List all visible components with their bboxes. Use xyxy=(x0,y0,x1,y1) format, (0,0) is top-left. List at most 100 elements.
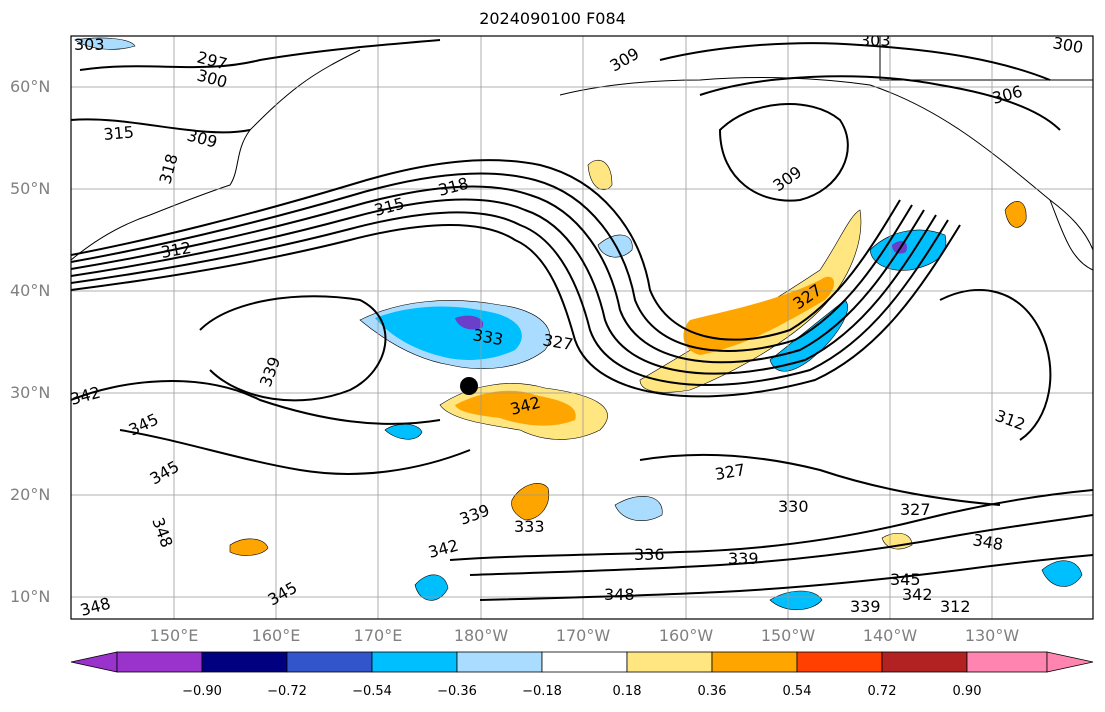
contour-label: 339 xyxy=(850,597,881,616)
shading-negative xyxy=(74,37,1083,611)
colorbar-max-arrow xyxy=(1046,651,1094,673)
colorbar-swatch xyxy=(456,651,543,673)
plot-frame xyxy=(70,35,1094,620)
lat-label: 10°N xyxy=(10,587,51,606)
shade-pos-center-core xyxy=(455,390,576,426)
lat-label: 20°N xyxy=(10,485,51,504)
contour-label: 330 xyxy=(778,497,809,516)
lat-label: 30°N xyxy=(10,383,51,402)
contour-s-342 xyxy=(71,380,441,425)
contour-label: 348 xyxy=(971,530,1004,554)
coast-bc xyxy=(1049,199,1093,271)
contour-label: 309 xyxy=(769,162,805,195)
shade-pos-south xyxy=(511,483,550,521)
shade-neg-nw xyxy=(74,37,136,50)
colorbar-min-arrow xyxy=(70,651,118,673)
contour-s-336 xyxy=(449,489,1093,561)
contour-label: 318 xyxy=(156,152,182,186)
lon-label: 180°W xyxy=(453,626,509,645)
shade-neg-south1 xyxy=(384,423,423,440)
contour-label: 345 xyxy=(265,578,301,610)
colorbar-swatch xyxy=(626,651,713,673)
coast-asia xyxy=(71,49,361,261)
lat-label: 50°N xyxy=(10,179,51,198)
contour-s-339b xyxy=(469,514,1093,576)
shade-pos-band-core xyxy=(683,276,835,355)
shade-neg-farse xyxy=(1041,560,1083,587)
colorbar xyxy=(70,651,1094,673)
contour-label: 306 xyxy=(990,82,1024,108)
contour-label: 336 xyxy=(634,545,665,564)
contour-s-312 xyxy=(939,289,1052,441)
contour-label: 339 xyxy=(256,354,284,389)
contour-label: 345 xyxy=(147,457,183,489)
lon-label: 170°E xyxy=(353,626,403,645)
contour-n-306 xyxy=(699,75,1061,131)
contour-label: 348 xyxy=(148,515,176,550)
contour-label: 312 xyxy=(940,597,971,616)
contour-label: 333 xyxy=(514,517,545,536)
lon-label: 150°W xyxy=(760,626,816,645)
shade-pos-sw xyxy=(229,538,269,556)
colorbar-swatch xyxy=(201,651,288,673)
contour-label: 303 xyxy=(860,31,891,50)
colorbar-tick-label: 0.18 xyxy=(612,684,642,699)
contour-s-348 xyxy=(479,554,1093,601)
contour-label: 300 xyxy=(1051,33,1084,57)
contour-label: 348 xyxy=(78,594,112,620)
contour-jet-5 xyxy=(71,211,949,387)
shade-neg-center-core xyxy=(375,306,522,360)
lon-label: 160°E xyxy=(251,626,301,645)
contour-s-339 xyxy=(199,295,387,402)
lon-label: 150°E xyxy=(149,626,199,645)
contour-label: 327 xyxy=(713,460,746,484)
shade-pos-n xyxy=(587,160,613,190)
shading-positive xyxy=(229,160,1027,556)
colorbar-swatch xyxy=(541,651,628,673)
contour-n-300 xyxy=(79,39,441,71)
contour-s-345 xyxy=(119,429,471,475)
contour-jet-1 xyxy=(71,159,901,341)
contour-label: 348 xyxy=(604,585,635,604)
lat-label: 40°N xyxy=(10,281,51,300)
contour-label: 339 xyxy=(457,500,492,528)
contour-label: 342 xyxy=(902,585,933,604)
colorbar-swatch xyxy=(966,651,1048,673)
colorbar-swatch xyxy=(711,651,798,673)
coast-alaska-island xyxy=(879,36,1093,81)
colorbar-tick-label: 0.72 xyxy=(867,684,897,699)
contour-label: 309 xyxy=(607,44,643,76)
contour-jet-2 xyxy=(71,172,913,352)
map-title: 2024090100 F084 xyxy=(479,9,626,28)
colorbar-swatch xyxy=(286,651,373,673)
contour-label: 327 xyxy=(900,500,931,519)
shade-neg-center-deep xyxy=(455,315,484,330)
contour-jet-6 xyxy=(71,224,961,398)
colorbar-tick-label: −0.18 xyxy=(522,684,562,699)
contour-label: 327 xyxy=(541,330,574,354)
contour-label: 345 xyxy=(890,570,921,589)
lon-label: 170°W xyxy=(555,626,611,645)
colorbar-tick-label: −0.72 xyxy=(267,684,307,699)
contour-label: 315 xyxy=(103,122,135,144)
contour-s-327 xyxy=(639,453,1001,506)
contour-labels: 303 297 300 315 309 318 312 315 318 309 … xyxy=(68,31,1085,620)
colorbar-tick-label: 0.36 xyxy=(697,684,727,699)
shade-neg-se xyxy=(769,590,823,611)
contour-label: 312 xyxy=(159,238,192,262)
shade-neg-south2 xyxy=(614,496,663,522)
colorbar-tick-label: −0.90 xyxy=(182,684,222,699)
contour-label: 309 xyxy=(185,126,219,152)
contour-jet-3 xyxy=(71,185,925,364)
colorbar-tick-label: −0.54 xyxy=(352,684,392,699)
contour-label: 339 xyxy=(728,549,759,568)
gridlines xyxy=(71,36,1093,619)
contour-label: 342 xyxy=(68,383,102,409)
contour-label: 342 xyxy=(426,536,460,562)
colorbar-tick-label: 0.54 xyxy=(782,684,812,699)
coastlines xyxy=(71,36,1093,271)
contour-jet-4 xyxy=(71,198,937,375)
contour-n-loop xyxy=(718,103,849,202)
contour-label: 312 xyxy=(993,406,1028,434)
